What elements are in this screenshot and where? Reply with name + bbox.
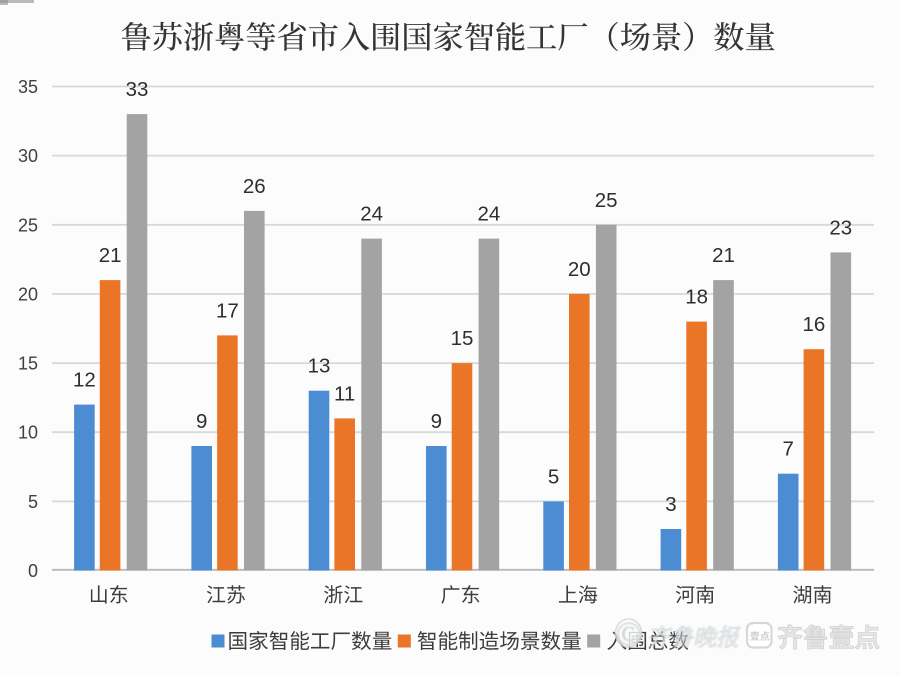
svg-text:25: 25 [18,215,38,235]
svg-text:9: 9 [196,410,207,433]
svg-text:21: 21 [99,244,122,267]
svg-text:24: 24 [360,203,383,226]
svg-text:20: 20 [568,258,591,281]
svg-text:7: 7 [782,438,793,461]
svg-text:20: 20 [18,284,38,304]
svg-text:33: 33 [126,78,149,101]
svg-text:15: 15 [451,327,474,350]
svg-text:12: 12 [73,369,96,392]
svg-text:5: 5 [548,465,559,488]
svg-text:26: 26 [243,175,266,198]
svg-text:16: 16 [802,313,825,336]
svg-text:15: 15 [18,354,38,374]
svg-text:13: 13 [308,355,331,378]
svg-text:10: 10 [18,423,38,443]
svg-text:21: 21 [712,244,735,267]
svg-text:25: 25 [595,189,618,212]
svg-text:30: 30 [18,146,38,166]
svg-text:18: 18 [685,286,708,309]
svg-text:0: 0 [28,561,38,581]
svg-text:5: 5 [28,492,38,512]
svg-text:11: 11 [334,382,355,405]
svg-text:24: 24 [477,203,500,226]
svg-text:3: 3 [665,493,676,516]
svg-text:23: 23 [829,216,852,239]
svg-text:17: 17 [216,299,239,322]
svg-text:35: 35 [18,77,38,97]
svg-text:©: © [616,616,642,653]
svg-text:9: 9 [431,410,442,433]
